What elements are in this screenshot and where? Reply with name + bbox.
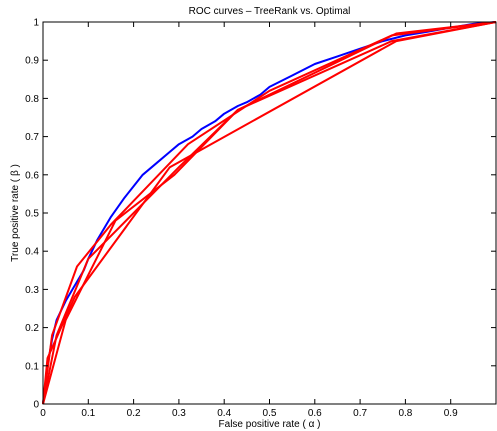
chart-title: ROC curves – TreeRank vs. Optimal <box>189 6 351 17</box>
y-tick-label-0: 0 <box>33 400 39 411</box>
x-tick-label-8: 0.8 <box>398 408 412 419</box>
y-tick-label-4: 0.4 <box>25 247 39 258</box>
y-tick-label-8: 0.8 <box>25 94 39 105</box>
y-tick-label-1: 0.1 <box>25 361 39 372</box>
x-tick-label-4: 0.4 <box>217 408 231 419</box>
red-roc-line-4 <box>42 21 497 405</box>
y-tick-label-9: 0.9 <box>25 56 39 67</box>
y-tick-label-5: 0.5 <box>25 209 39 220</box>
x-tick-label-1: 0.1 <box>81 408 95 419</box>
plot-frame <box>42 21 497 405</box>
x-tick-label-5: 0.5 <box>263 408 277 419</box>
x-tick-label-2: 0.2 <box>127 408 141 419</box>
y-axis-label: True positive rate ( β ) <box>10 164 21 262</box>
x-tick-label-7: 0.7 <box>353 408 367 419</box>
x-tick-label-3: 0.3 <box>172 408 186 419</box>
red-roc-line-2 <box>42 21 497 405</box>
x-tick-label-6: 0.6 <box>308 408 322 419</box>
blue-roc-line-0 <box>42 21 497 405</box>
tick-layer: 0 0.1 0.2 0.3 0.4 0.5 0.6 0.7 0.8 0.9 0 0.1 0.2 0.3 0.… <box>25 18 496 419</box>
red-roc-line-1 <box>42 21 497 405</box>
series-layer <box>42 21 497 405</box>
red-roc-line-3 <box>42 21 497 405</box>
x-axis-label: False positive rate ( α ) <box>219 419 321 430</box>
x-tick-label-9: 0.9 <box>444 408 458 419</box>
y-tick-label-10: 1 <box>33 18 39 29</box>
y-tick-label-3: 0.3 <box>25 285 39 296</box>
y-tick-label-6: 0.6 <box>25 170 39 181</box>
y-tick-label-7: 0.7 <box>25 132 39 143</box>
x-tick-label-0: 0 <box>40 408 46 419</box>
y-tick-label-2: 0.2 <box>25 323 39 334</box>
